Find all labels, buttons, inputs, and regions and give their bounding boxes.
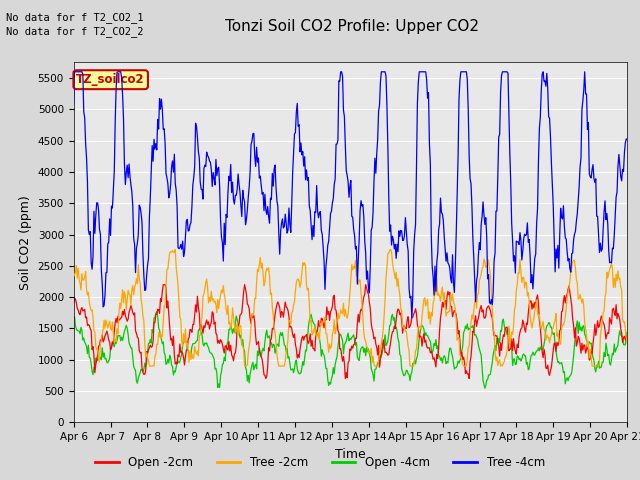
Y-axis label: Soil CO2 (ppm): Soil CO2 (ppm) xyxy=(19,195,32,290)
Legend: Open -2cm, Tree -2cm, Open -4cm, Tree -4cm: Open -2cm, Tree -2cm, Open -4cm, Tree -4… xyxy=(90,452,550,474)
Text: Tonzi Soil CO2 Profile: Upper CO2: Tonzi Soil CO2 Profile: Upper CO2 xyxy=(225,19,479,34)
X-axis label: Time: Time xyxy=(335,448,366,461)
Text: No data for f T2_CO2_1: No data for f T2_CO2_1 xyxy=(6,12,144,23)
Text: No data for f T2_CO2_2: No data for f T2_CO2_2 xyxy=(6,26,144,37)
Text: TZ_soilco2: TZ_soilco2 xyxy=(76,73,145,86)
